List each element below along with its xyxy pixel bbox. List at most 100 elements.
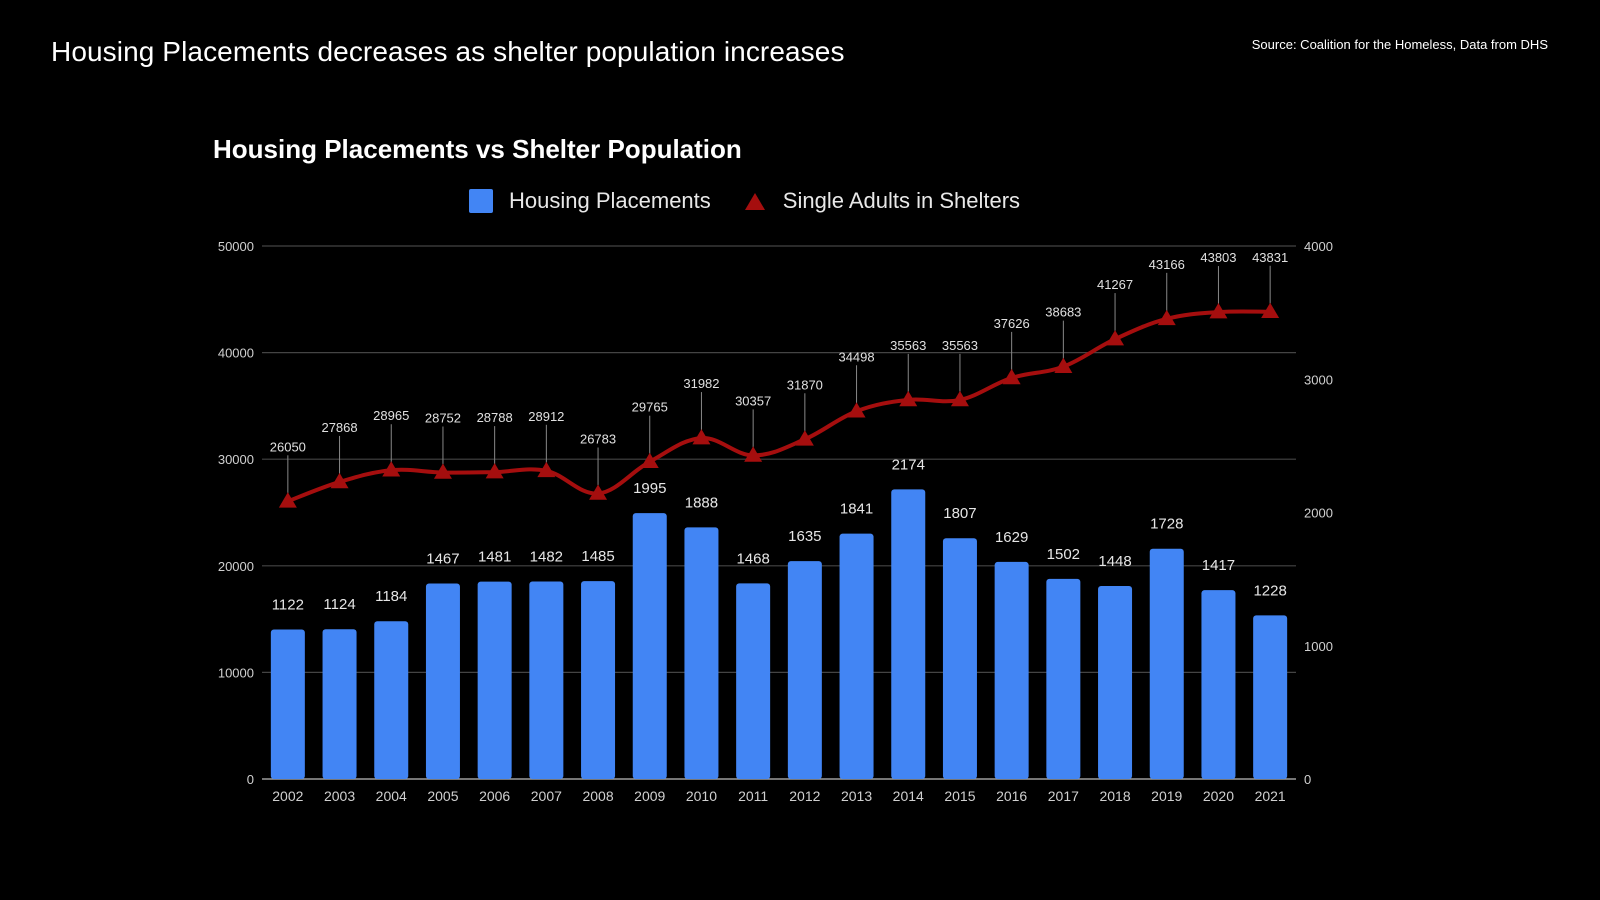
bar-housing-placements (477, 581, 512, 779)
triangle-marker (433, 463, 452, 479)
triangle-marker (1106, 330, 1125, 346)
x-axis-tick-label: 2009 (634, 788, 665, 804)
x-axis-tick-label: 2006 (479, 788, 510, 804)
triangle-marker (1002, 368, 1021, 385)
line-data-label: 34498 (838, 349, 874, 364)
bar-data-label: 1468 (736, 550, 769, 567)
x-axis-tick-label: 2004 (376, 788, 407, 804)
line-data-label: 43831 (1252, 250, 1288, 265)
x-axis-tick-label: 2015 (944, 788, 975, 804)
triangle-marker (278, 492, 297, 508)
bar-data-label: 1485 (581, 548, 614, 565)
line-data-label: 27868 (321, 420, 357, 435)
line-data-label: 35563 (942, 338, 978, 353)
line-data-label: 30357 (735, 393, 771, 408)
left-axis-tick-label: 40000 (218, 346, 254, 361)
line-data-label: 37626 (994, 316, 1030, 331)
bar-data-label: 1841 (840, 501, 873, 518)
left-axis-tick-label: 50000 (218, 239, 254, 254)
bar-data-label: 1635 (788, 528, 821, 545)
bar-data-label: 1629 (995, 529, 1028, 546)
right-axis-tick-label: 4000 (1304, 239, 1333, 254)
bar-housing-placements (787, 561, 822, 779)
triangle-marker (537, 461, 556, 478)
bar-housing-placements (632, 513, 667, 779)
line-single-adults (287, 309, 1271, 504)
bar-housing-placements (942, 538, 977, 779)
line-data-label: 28788 (477, 410, 513, 425)
triangle-marker (1157, 309, 1176, 326)
x-axis-tick-label: 2005 (427, 788, 458, 804)
bar-data-label: 1417 (1202, 557, 1235, 574)
bar-data-label: 1228 (1253, 582, 1286, 599)
x-axis-tick-label: 2019 (1151, 788, 1182, 804)
line-data-label: 41267 (1097, 277, 1133, 292)
triangle-marker (744, 446, 763, 462)
source-note: Source: Coalition for the Homeless, Data… (1251, 37, 1548, 52)
triangle-marker (847, 402, 866, 418)
triangle-marker (382, 461, 401, 477)
triangle-marker (692, 429, 711, 445)
x-axis-tick-label: 2012 (789, 788, 820, 804)
x-axis-tick-label: 2010 (686, 788, 717, 804)
x-axis-tick-label: 2007 (531, 788, 562, 804)
bar-housing-placements (1046, 578, 1081, 779)
triangle-marker (485, 463, 504, 479)
triangle-marker (899, 390, 918, 407)
legend-label: Housing Placements (509, 188, 711, 213)
x-axis-tick-label: 2008 (582, 788, 613, 804)
bar-housing-placements (529, 581, 564, 779)
x-axis-tick-label: 2018 (1099, 788, 1130, 804)
slide-title: Housing Placements decreases as shelter … (51, 36, 845, 67)
line-data-label: 28912 (528, 409, 564, 424)
bar-housing-placements (1149, 548, 1184, 779)
bar-data-label: 1728 (1150, 516, 1183, 533)
triangle-marker (1209, 303, 1228, 319)
bar-housing-placements (684, 527, 719, 779)
square-icon (469, 189, 493, 213)
bar-housing-placements (1201, 590, 1236, 779)
x-axis-tick-label: 2013 (841, 788, 872, 804)
bar-data-label: 1122 (272, 596, 304, 613)
bar-data-label: 1807 (943, 505, 976, 522)
bar-data-label: 1888 (685, 494, 718, 511)
triangle-marker (589, 484, 608, 500)
line-data-label: 28752 (425, 411, 461, 426)
legend-label: Single Adults in Shelters (782, 188, 1021, 213)
right-axis-tick-label: 1000 (1304, 639, 1333, 654)
chart-legend: Housing Placements Single Adults in Shel… (469, 188, 1054, 214)
line-data-label: 43166 (1149, 257, 1185, 272)
legend-item-housing-placements: Housing Placements (469, 188, 711, 214)
x-axis-tick-label: 2002 (272, 788, 303, 804)
right-axis-tick-label: 0 (1304, 772, 1311, 787)
x-axis-tick-label: 2020 (1203, 788, 1234, 804)
bar-data-label: 1995 (633, 480, 666, 497)
bar-data-label: 1502 (1047, 546, 1080, 563)
line-data-label: 26783 (580, 431, 616, 446)
x-axis-tick-label: 2011 (738, 788, 768, 804)
bar-housing-placements (736, 583, 771, 779)
line-data-label: 26050 (270, 439, 306, 454)
bar-housing-placements (425, 583, 460, 779)
bar-housing-placements (839, 533, 874, 779)
left-axis-tick-label: 30000 (218, 452, 254, 467)
bar-housing-placements (322, 629, 357, 779)
x-axis-tick-label: 2016 (996, 788, 1027, 804)
line-data-label: 43803 (1200, 250, 1236, 265)
bar-data-label: 1184 (375, 588, 407, 605)
bar-data-label: 1124 (323, 596, 355, 613)
triangle-marker (330, 472, 349, 489)
triangle-marker (1261, 302, 1280, 319)
line-data-label: 31870 (787, 377, 823, 392)
bar-housing-placements (994, 561, 1029, 779)
bar-data-label: 1481 (478, 549, 511, 566)
triangle-icon (744, 192, 765, 210)
bar-data-label: 1448 (1098, 553, 1131, 570)
line-data-label: 31982 (683, 376, 719, 391)
bar-housing-placements (1098, 586, 1133, 779)
bar-data-label: 2174 (892, 456, 925, 473)
line-data-label: 35563 (890, 338, 926, 353)
right-axis-tick-label: 3000 (1304, 372, 1333, 387)
triangle-marker (640, 452, 659, 469)
left-axis-tick-label: 20000 (218, 559, 254, 574)
